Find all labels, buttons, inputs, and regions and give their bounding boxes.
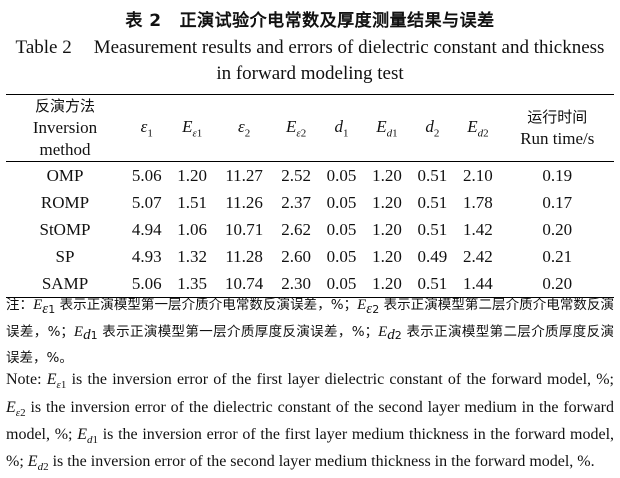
value-cell: 4.93 xyxy=(131,246,162,266)
header-runtime-cn: 运行时间 xyxy=(527,108,588,126)
value-cell: 0.19 xyxy=(542,165,573,185)
value-cell: 0.51 xyxy=(417,192,448,212)
note-cn-part-4: 表示正演模型第二层介质厚度反演误差，%。 xyxy=(6,323,615,367)
value-cell: 1.20 xyxy=(177,165,208,185)
value-cell: 10.71 xyxy=(225,219,264,239)
method-cell: SP xyxy=(55,246,75,266)
note-english: Note: Eε1 is the inversion error of the … xyxy=(6,371,615,474)
value-cell: 1.20 xyxy=(372,165,402,185)
table-row: OMP 5.06 1.20 11.27 2.52 0.05 1.20 0.51 … xyxy=(6,162,614,190)
table-title-en-text: Measurement results and errors of dielec… xyxy=(93,37,605,84)
value-cell: 0.20 xyxy=(542,219,573,239)
value-cell: 1.35 xyxy=(177,273,208,293)
header-method-cn: 反演方法 xyxy=(34,97,95,115)
value-cell: 2.60 xyxy=(281,246,311,266)
value-cell: 1.20 xyxy=(372,192,402,212)
value-cell: 2.30 xyxy=(281,273,311,293)
table-title-english: Table 2 Measurement results and errors of… xyxy=(6,35,614,87)
header-error-epsilon-2: Eε2 xyxy=(285,116,307,140)
header-error-d2: Ed2 xyxy=(467,116,489,140)
table-notes: 注：Eε1 表示正演模型第一层介质介电常数反演误差，%；Eε2 表示正演模型第二… xyxy=(6,294,614,478)
value-cell: 1.32 xyxy=(177,246,208,266)
value-cell: 2.52 xyxy=(281,165,311,185)
note-en-part-2: is the inversion error of the dielectric… xyxy=(6,398,614,443)
value-cell: 0.49 xyxy=(417,246,448,266)
note-cn-part-2: 表示正演模型第二层介质介电常数反演误差，%； xyxy=(6,297,615,340)
value-cell: 4.94 xyxy=(131,219,162,239)
header-epsilon-2: ε2 xyxy=(238,116,251,140)
value-cell: 10.74 xyxy=(225,273,264,293)
header-method-en: Inversion method xyxy=(32,118,98,159)
value-cell: 0.05 xyxy=(326,273,357,293)
note-cn-prefix: 注： xyxy=(6,297,34,313)
note-en-part-1: is the inversion error of the first laye… xyxy=(71,371,615,389)
table-title-cn-text: 正演试验介电常数及厚度测量结果与误差 xyxy=(179,11,495,31)
header-d1: d1 xyxy=(334,116,349,140)
value-cell: 0.21 xyxy=(542,246,573,266)
method-cell: StOMP xyxy=(39,219,91,239)
value-cell: 0.17 xyxy=(542,192,573,212)
value-cell: 0.51 xyxy=(417,273,448,293)
table-number-en: Table 2 xyxy=(15,37,72,58)
value-cell: 11.27 xyxy=(225,165,263,185)
header-runtime-en: Run time/s xyxy=(520,129,595,148)
method-cell: OMP xyxy=(46,165,84,185)
value-cell: 1.20 xyxy=(372,246,402,266)
header-epsilon-1: ε1 xyxy=(140,116,153,140)
table-header-row: 反演方法 Inversion method ε1 Eε1 ε2 Eε2 d1 E… xyxy=(6,94,614,162)
value-cell: 1.51 xyxy=(177,192,208,212)
value-cell: 0.51 xyxy=(417,165,448,185)
table-number-cn: 表 2 xyxy=(125,11,162,31)
value-cell: 0.20 xyxy=(542,273,573,293)
value-cell: 0.51 xyxy=(417,219,448,239)
note-en-prefix: Note: xyxy=(6,371,42,389)
value-cell: 5.06 xyxy=(131,165,162,185)
value-cell: 11.28 xyxy=(225,246,263,266)
value-cell: 2.62 xyxy=(281,219,311,239)
table-row: SP 4.93 1.32 11.28 2.60 0.05 1.20 0.49 2… xyxy=(6,243,614,270)
value-cell: 11.26 xyxy=(225,192,263,212)
method-cell: SAMP xyxy=(41,273,89,293)
value-cell: 2.42 xyxy=(463,246,493,266)
value-cell: 1.42 xyxy=(463,219,493,239)
value-cell: 2.37 xyxy=(281,192,311,212)
table-row: StOMP 4.94 1.06 10.71 2.62 0.05 1.20 0.5… xyxy=(6,216,614,243)
note-cn-part-3: 表示正演模型第一层介质厚度反演误差，%； xyxy=(102,323,379,340)
header-method: 反演方法 Inversion method xyxy=(6,95,124,162)
value-cell: 2.10 xyxy=(463,165,493,185)
table-row: SAMP 5.06 1.35 10.74 2.30 0.05 1.20 0.51… xyxy=(6,270,614,298)
note-en-part-3: is the inversion error of the first laye… xyxy=(6,425,615,470)
value-cell: 0.05 xyxy=(326,246,357,266)
method-cell: ROMP xyxy=(40,192,90,212)
value-cell: 1.20 xyxy=(372,219,402,239)
value-cell: 1.78 xyxy=(463,192,493,212)
header-error-epsilon-1: Eε1 xyxy=(182,116,203,140)
results-table: 反演方法 Inversion method ε1 Eε1 ε2 Eε2 d1 E… xyxy=(6,94,614,298)
table-title-chinese: 表 2 正演试验介电常数及厚度测量结果与误差 xyxy=(0,6,620,31)
value-cell: 0.05 xyxy=(326,192,357,212)
header-runtime: 运行时间 Run time/s xyxy=(501,95,614,162)
value-cell: 5.07 xyxy=(131,192,162,212)
value-cell: 1.44 xyxy=(463,273,493,293)
header-error-d1: Ed1 xyxy=(376,116,398,140)
note-en-part-4: is the inversion error of the second lay… xyxy=(52,452,595,470)
value-cell: 0.05 xyxy=(326,219,357,239)
value-cell: 5.06 xyxy=(131,273,162,293)
note-chinese: 注：Eε1 表示正演模型第一层介质介电常数反演误差，%；Eε2 表示正演模型第二… xyxy=(6,297,615,367)
value-cell: 0.05 xyxy=(326,165,357,185)
header-d2: d2 xyxy=(425,116,440,140)
table-row: ROMP 5.07 1.51 11.26 2.37 0.05 1.20 0.51… xyxy=(6,189,614,216)
value-cell: 1.20 xyxy=(372,273,402,293)
note-cn-part-1: 表示正演模型第一层介质介电常数反演误差，%； xyxy=(59,297,358,313)
value-cell: 1.06 xyxy=(177,219,208,239)
